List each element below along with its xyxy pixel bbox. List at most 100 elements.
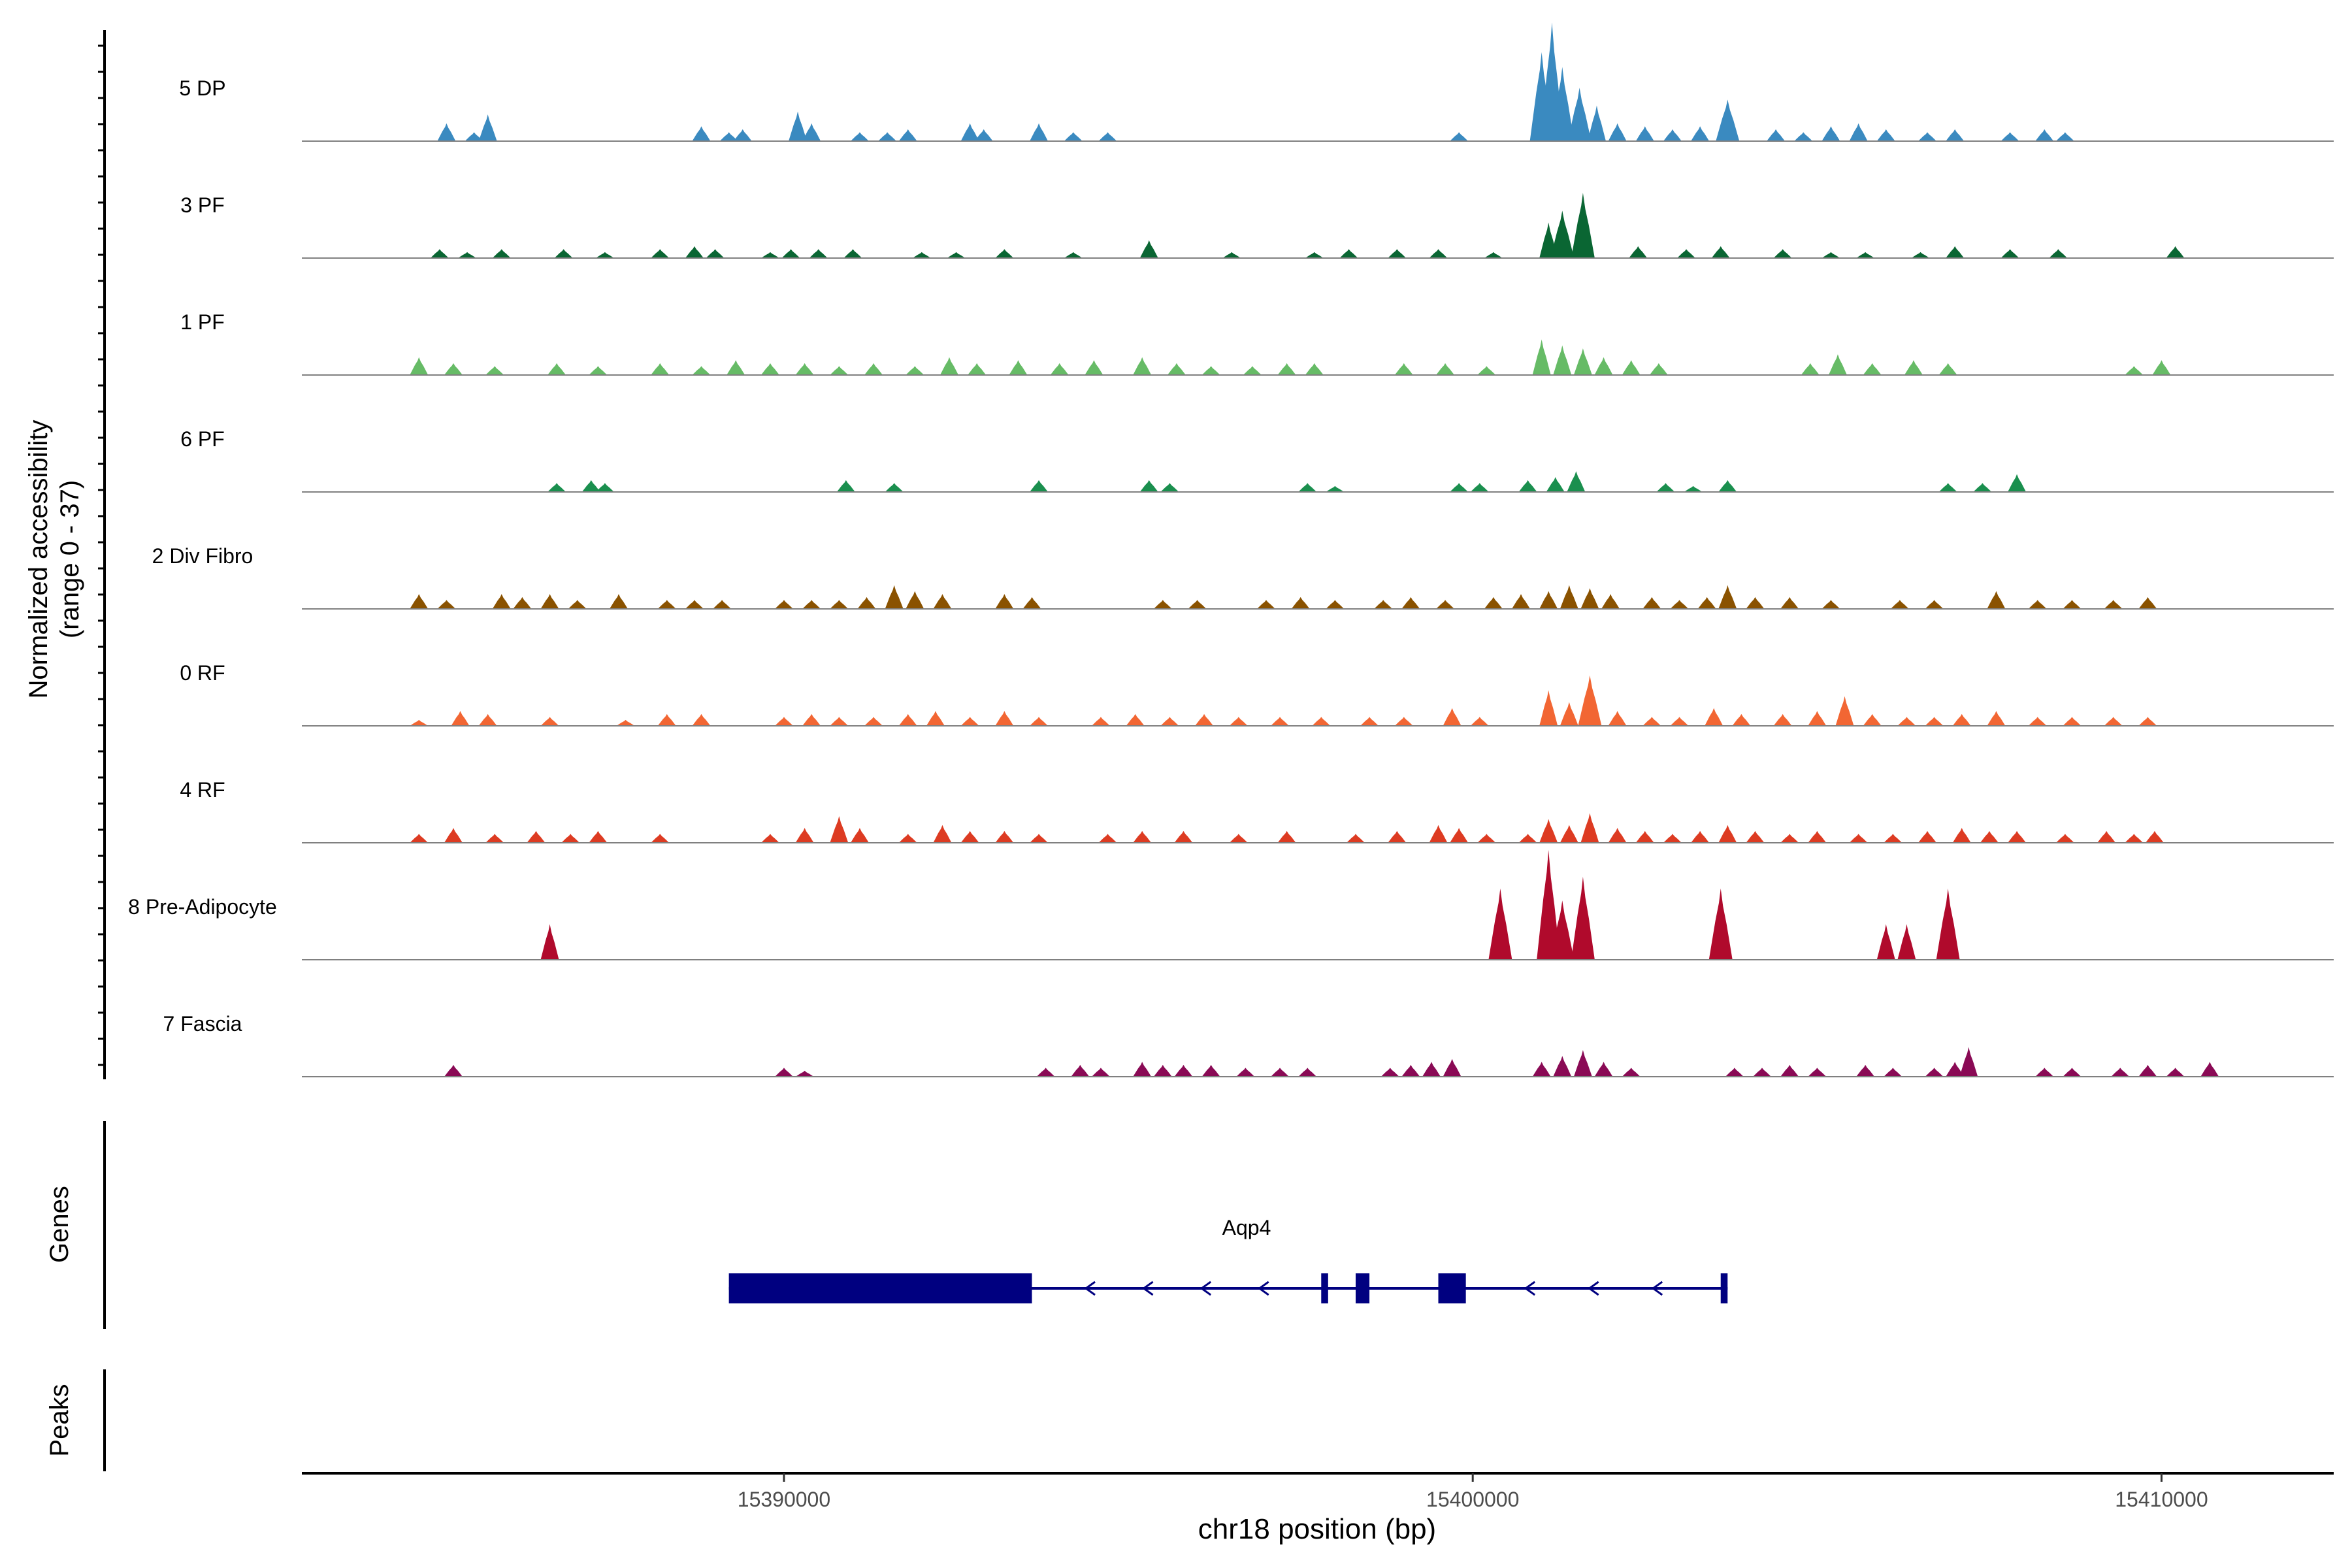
coverage-peak [2145, 830, 2164, 843]
coverage-peak [1326, 600, 1345, 609]
track-5-dp: 5 DP [179, 22, 2334, 142]
coverage-peak [410, 834, 429, 843]
coverage-peak [1705, 708, 1723, 726]
coverage-peak [1401, 1064, 1420, 1077]
coverage-peak [774, 600, 793, 609]
gene-exon [1438, 1273, 1466, 1303]
coverage-peak [713, 600, 732, 609]
coverage-peak [760, 252, 779, 258]
coverage-peak [1752, 1068, 1771, 1077]
coverage-peak [1904, 360, 1923, 375]
coverage-peak [898, 129, 917, 141]
coverage-peak [1635, 126, 1654, 141]
coverage-peak [864, 363, 883, 375]
coverage-peak [1884, 834, 1903, 843]
coverage-peak [1808, 830, 1827, 843]
coverage-peak [802, 713, 821, 726]
coverage-peak [1160, 717, 1179, 726]
coverage-peak [960, 830, 979, 843]
x-axis-label: chr18 position (bp) [1198, 1513, 1436, 1545]
coverage-peak [2166, 246, 2185, 258]
coverage-peak [836, 480, 855, 492]
coverage-peak [1036, 1068, 1055, 1077]
coverage-peak [1925, 717, 1944, 726]
coverage-peak [1635, 830, 1654, 843]
coverage-peak [1050, 363, 1069, 375]
coverage-peak [1195, 713, 1214, 726]
coverage-peak [589, 366, 608, 375]
coverage-peak [1938, 483, 1957, 492]
coverage-peak [2166, 1068, 2185, 1077]
coverage-peak [1578, 675, 1602, 726]
track-8-pre-adipocyte: 8 Pre-Adipocyte [128, 850, 2334, 960]
coverage-peak [760, 363, 779, 375]
coverage-peak [1394, 717, 1413, 726]
coverage-peak [1153, 600, 1172, 609]
coverage-peak [1422, 1062, 1441, 1077]
coverage-peak [1780, 1064, 1799, 1077]
coverage-peak [1580, 813, 1599, 843]
coverage-peak [1890, 600, 1909, 609]
coverage-peak [1326, 485, 1345, 492]
coverage-peak [1567, 88, 1592, 141]
coverage-peak [2200, 1062, 2219, 1077]
gene-exon [728, 1273, 1032, 1303]
coverage-peak [2028, 717, 2047, 726]
coverage-peak [1429, 249, 1448, 258]
coverage-peak [1174, 830, 1193, 843]
coverage-peak [1856, 1064, 1875, 1077]
coverage-peak [458, 252, 477, 258]
coverage-peak [1560, 585, 1578, 609]
coverage-peak [1571, 876, 1595, 960]
coverage-peak [444, 828, 463, 843]
coverage-peak [1980, 830, 1999, 843]
coverage-peak [960, 717, 979, 726]
coverage-peak [1160, 483, 1179, 492]
coverage-peak [1064, 252, 1083, 258]
coverage-peak [1553, 345, 1572, 375]
coverage-peak [802, 600, 821, 609]
coverage-peak [1450, 483, 1469, 492]
coverage-peak [1946, 246, 1965, 258]
coverage-peak [1987, 591, 2006, 609]
coverage-peak [1876, 129, 1895, 141]
coverage-peak [789, 111, 808, 141]
coverage-peak [830, 717, 849, 726]
coverage-peak [1064, 132, 1083, 141]
coverage-peak [1277, 363, 1296, 375]
coverage-peak [2063, 717, 2082, 726]
coverage-peak [1167, 363, 1186, 375]
coverage-peak [1849, 123, 1868, 141]
coverage-peak [947, 252, 966, 258]
coverage-peak [1608, 123, 1627, 141]
coverage-peak [1608, 828, 1627, 843]
coverage-peak [1670, 600, 1689, 609]
coverage-peak [1532, 339, 1551, 375]
track-label: 0 RF [180, 661, 225, 685]
coverage-peak [719, 132, 738, 141]
coverage-peak [568, 600, 587, 609]
coverage-peak [885, 483, 904, 492]
coverage-peak [727, 360, 745, 375]
coverage-peak [1952, 828, 1971, 843]
coverage-peak [1550, 67, 1575, 141]
coverage-peak [1546, 477, 1565, 492]
strand-arrow [1084, 1281, 1096, 1296]
coverage-peak [850, 132, 869, 141]
coverage-peak [830, 816, 849, 843]
coverage-peak [2097, 830, 2116, 843]
coverage-peak [1925, 1068, 1944, 1077]
coverage-peak [540, 594, 559, 609]
coverage-peak [1470, 483, 1489, 492]
track-1-pf: 1 PF [180, 310, 2334, 376]
coverage-peak [1573, 1050, 1592, 1077]
coverage-peak [885, 585, 904, 609]
coverage-peak [857, 596, 876, 609]
coverage-peak [1938, 363, 1957, 375]
coverage-peak [1346, 834, 1365, 843]
coverage-peak [1518, 834, 1537, 843]
coverage-peak [974, 129, 993, 141]
coverage-peak [1305, 363, 1324, 375]
coverage-peak [1946, 1062, 1965, 1077]
coverage-peak [2138, 596, 2157, 609]
